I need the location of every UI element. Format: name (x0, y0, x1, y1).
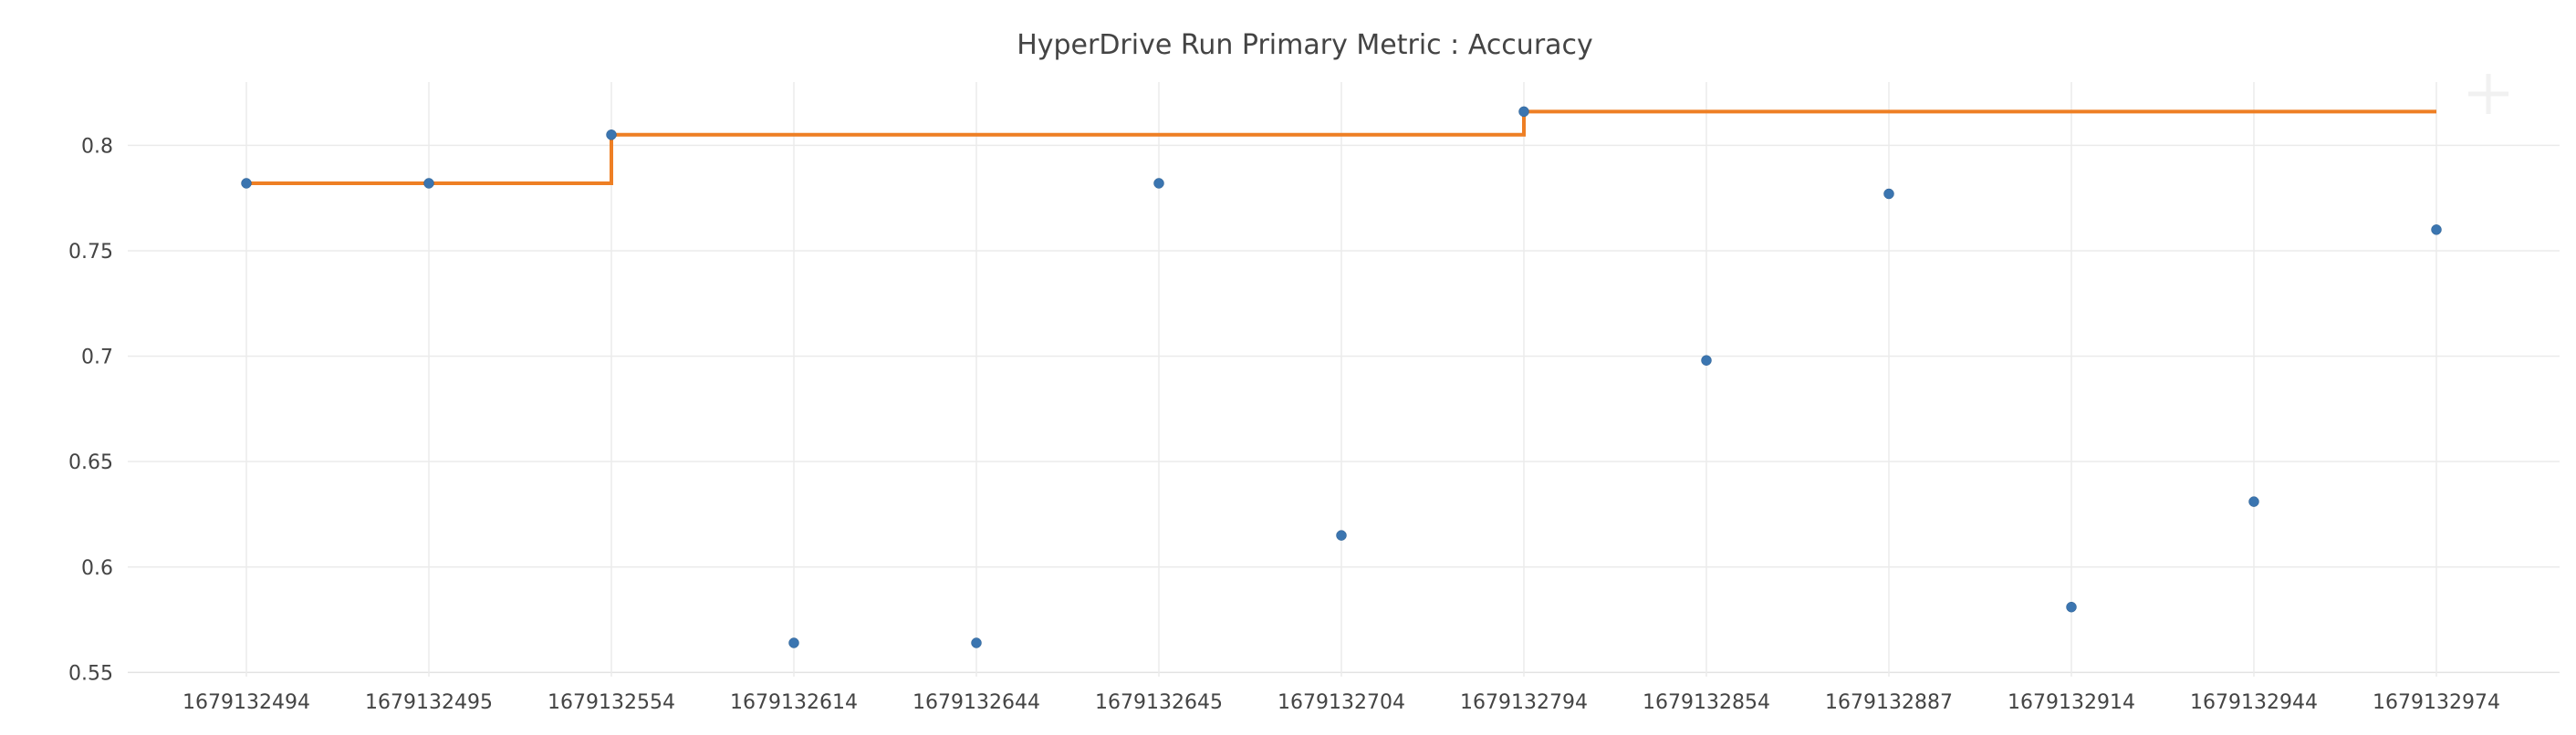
x-tick-label: 1679132794 (1460, 691, 1588, 714)
best-metric-step-line (246, 109, 2436, 185)
x-axis-tick-labels: 1679132494 1679132495 1679132554 1679132614… (183, 691, 2500, 714)
best-metric-line-layer (246, 109, 2436, 185)
run-point[interactable] (606, 129, 617, 140)
x-tick-label: 1679132854 (1643, 691, 1770, 714)
x-tick-label: 1679132944 (2190, 691, 2318, 714)
plus-icon[interactable] (2468, 74, 2508, 114)
run-point[interactable] (241, 178, 252, 189)
run-point[interactable] (1518, 106, 1529, 118)
y-tick-label: 0.8 (81, 135, 113, 158)
run-point[interactable] (971, 637, 982, 648)
run-point[interactable] (2431, 224, 2442, 235)
run-points-layer (241, 106, 2442, 648)
y-tick-label: 0.55 (68, 662, 113, 685)
run-point[interactable] (788, 637, 799, 648)
x-tick-label: 1679132914 (2008, 691, 2135, 714)
run-point[interactable] (1701, 355, 1712, 366)
y-tick-label: 0.7 (81, 347, 113, 369)
x-tick-label: 1679132494 (183, 691, 310, 714)
x-tick-label: 1679132554 (548, 691, 675, 714)
run-point[interactable] (2066, 601, 2077, 613)
y-axis-tick-labels: 0.55 0.6 0.65 0.7 0.75 0.8 (68, 135, 113, 685)
x-tick-label: 1679132974 (2373, 691, 2500, 714)
x-tick-label: 1679132645 (1095, 691, 1223, 714)
chart-title: HyperDrive Run Primary Metric : Accuracy (1017, 29, 1593, 61)
run-point[interactable] (1336, 530, 1347, 541)
x-tick-label: 1679132887 (1825, 691, 1953, 714)
x-tick-label: 1679132614 (730, 691, 858, 714)
run-point[interactable] (2248, 496, 2259, 507)
run-point[interactable] (1153, 178, 1164, 189)
run-point[interactable] (423, 178, 434, 189)
y-tick-label: 0.65 (68, 451, 113, 474)
run-point[interactable] (1883, 188, 1894, 200)
x-tick-label: 1679132495 (365, 691, 493, 714)
x-tick-label: 1679132644 (913, 691, 1040, 714)
y-tick-label: 0.75 (68, 241, 113, 264)
x-tick-label: 1679132704 (1278, 691, 1405, 714)
y-tick-label: 0.6 (81, 557, 113, 580)
